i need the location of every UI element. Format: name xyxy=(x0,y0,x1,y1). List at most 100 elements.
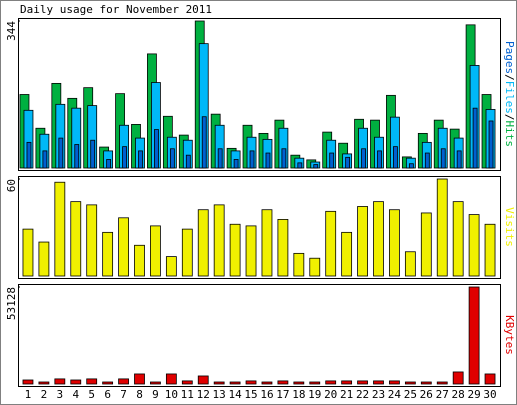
bar xyxy=(197,209,209,277)
bar xyxy=(456,150,462,169)
bar xyxy=(22,379,34,385)
bar xyxy=(233,159,239,169)
bar xyxy=(154,129,159,169)
bar xyxy=(118,217,129,277)
x-tick-label: 10 xyxy=(165,388,178,401)
bar xyxy=(309,257,321,277)
x-tick-label: 24 xyxy=(388,388,402,401)
y-tick-label: 53128 xyxy=(5,287,18,320)
x-tick-label: 22 xyxy=(356,388,369,401)
bar xyxy=(389,380,400,385)
panel-frame xyxy=(18,284,501,387)
bar xyxy=(265,152,271,169)
legend-separator: / xyxy=(503,74,516,81)
bar xyxy=(38,241,50,277)
bar xyxy=(341,231,353,277)
x-tick-label: 29 xyxy=(467,388,480,401)
x-tick-label: 9 xyxy=(152,388,159,401)
bar xyxy=(86,204,98,277)
bar xyxy=(102,231,114,277)
bar xyxy=(74,144,80,169)
bar xyxy=(86,378,98,385)
x-tick-label: 4 xyxy=(72,388,79,401)
bar xyxy=(440,148,446,169)
bar xyxy=(281,148,287,169)
y-tick-label: 60 xyxy=(5,179,18,192)
legend-entry: Files xyxy=(503,81,516,114)
bar xyxy=(118,378,129,385)
bar xyxy=(169,148,175,169)
x-tick-label: 16 xyxy=(260,388,273,401)
bar xyxy=(102,381,114,385)
bar xyxy=(297,162,303,169)
bar xyxy=(106,159,112,169)
x-tick-label: 13 xyxy=(213,388,226,401)
x-tick-label: 28 xyxy=(452,388,465,401)
bar xyxy=(408,163,414,169)
x-tick-label: 21 xyxy=(340,388,353,401)
bar xyxy=(452,371,464,385)
x-tick-label: 12 xyxy=(197,388,210,401)
bar xyxy=(325,380,337,385)
x-tick-label: 19 xyxy=(308,388,321,401)
bar xyxy=(90,139,96,169)
bar xyxy=(313,164,319,169)
legend-separator: / xyxy=(503,114,516,121)
bar xyxy=(420,381,432,385)
bar xyxy=(468,214,480,277)
legend-entry: Visits xyxy=(503,207,516,247)
bar xyxy=(293,252,305,277)
bar xyxy=(70,379,82,385)
panel-frame xyxy=(18,176,501,279)
legend: Visits xyxy=(503,207,516,247)
x-tick-label: 8 xyxy=(136,388,143,401)
legend-entry: Hits xyxy=(503,121,516,148)
bar xyxy=(165,256,177,277)
x-tick-label: 11 xyxy=(181,388,194,401)
x-tick-label: 5 xyxy=(88,388,95,401)
bar xyxy=(229,381,241,385)
bar xyxy=(26,141,32,169)
x-tick-label: 6 xyxy=(104,388,111,401)
x-tick-label: 20 xyxy=(324,388,337,401)
bar xyxy=(404,251,416,277)
bar xyxy=(213,204,225,277)
legend: KBytes xyxy=(503,315,516,355)
x-tick-label: 15 xyxy=(244,388,257,401)
x-tick-label: 30 xyxy=(483,388,496,401)
bar xyxy=(70,201,82,277)
bar xyxy=(122,146,127,169)
legend: Pages/Files/Hits xyxy=(503,41,516,147)
bar xyxy=(436,178,448,277)
bar xyxy=(165,373,177,385)
bar xyxy=(134,373,145,385)
x-tick-label: 27 xyxy=(436,388,449,401)
bar xyxy=(325,210,337,277)
x-tick-label: 3 xyxy=(57,388,64,401)
bar xyxy=(213,381,225,385)
bar xyxy=(217,148,223,169)
bar xyxy=(229,223,241,277)
bar xyxy=(197,375,209,385)
chart-title: Daily usage for November 2011 xyxy=(20,3,212,16)
bar xyxy=(468,286,480,385)
bar xyxy=(54,181,66,277)
bar xyxy=(484,223,496,277)
bar xyxy=(150,381,161,385)
bar xyxy=(261,381,273,385)
bar xyxy=(472,107,478,169)
bar xyxy=(54,378,66,385)
bar xyxy=(150,225,161,277)
bar xyxy=(201,116,207,169)
x-tick-label: 25 xyxy=(404,388,417,401)
x-tick-label: 2 xyxy=(41,388,48,401)
bar xyxy=(249,150,255,169)
bar xyxy=(488,120,494,169)
bar xyxy=(436,381,448,385)
x-tick-label: 7 xyxy=(120,388,127,401)
bar xyxy=(261,209,273,277)
legend-entry: Pages xyxy=(503,41,516,74)
bar xyxy=(404,381,416,385)
bar xyxy=(424,152,430,169)
